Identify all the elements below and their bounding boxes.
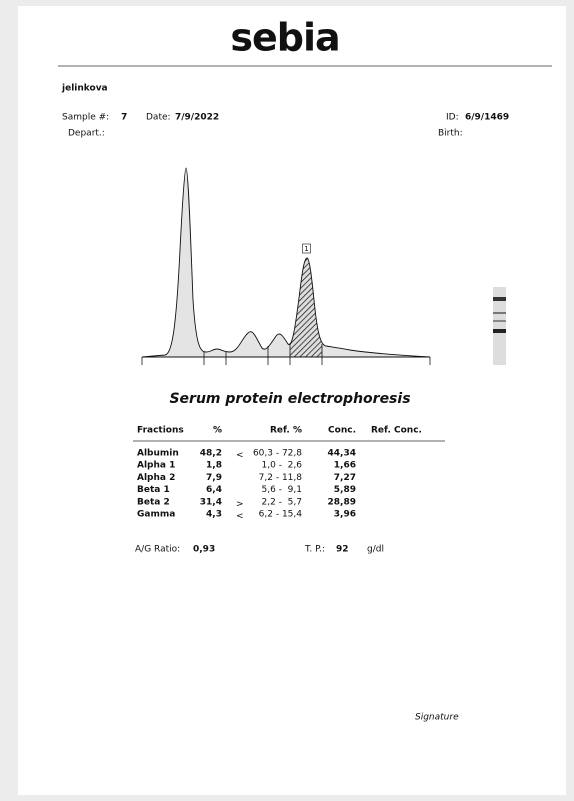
report-page: sebia jelinkova Sample #: 7 Date: 7/9/20… [0,0,574,801]
logo: sebia [230,16,339,60]
percent: 6,4 [206,485,222,495]
concentration: 7,27 [334,473,356,483]
reference: 1,0 - 2,6 [262,461,303,471]
fraction-name: Beta 1 [137,485,170,495]
signature: Signature [415,713,459,723]
reference: 2,2 - 5,7 [262,497,302,507]
fraction-name: Beta 2 [137,497,170,507]
concentration: 3,96 [334,510,356,520]
patient-name: jelinkova [61,84,108,94]
column-header: Fractions [137,426,184,436]
column-header: Ref. Conc. [371,426,422,436]
reference: 7,2 - 11,8 [259,473,303,483]
concentration: 5,89 [334,485,356,495]
column-header: Conc. [328,426,356,436]
reference: 6,2 - 15,4 [259,510,303,520]
column-header: Ref. % [270,426,302,436]
gel-strip [493,287,506,365]
reference: 5,6 - 9,1 [262,485,302,495]
concentration: 1,66 [334,461,356,471]
concentration: 28,89 [328,497,356,507]
percent: 31,4 [200,497,222,507]
ag-label: A/G Ratio: [135,545,180,555]
percent: 7,9 [206,473,222,483]
column-header: % [213,426,222,436]
percent: 48,2 [200,449,222,459]
page: sebia jelinkova Sample #: 7 Date: 7/9/20… [0,0,574,801]
fraction-name: Alpha 1 [137,461,175,471]
tp-value: 92 [336,545,349,555]
concentration: 44,34 [328,449,356,459]
ag-value: 0,93 [193,545,215,555]
fraction-name: Albumin [137,449,179,459]
flag: < [236,512,244,522]
id-label: ID: [446,113,459,123]
fraction-name: Alpha 2 [137,473,175,483]
sample-label: Sample #: [62,113,109,123]
reference: 60,3 - 72,8 [253,449,302,459]
date-value: 7/9/2022 [175,113,219,123]
report-title: Serum protein electrophoresis [169,391,410,407]
sample-value: 7 [121,113,127,123]
percent: 1,8 [206,461,222,471]
flag: > [236,499,244,509]
tp-label: T. P.: [304,545,325,555]
birth-label: Birth: [438,129,463,139]
marker-label: 1 [304,245,308,253]
date-label: Date: [146,113,171,123]
flag: < [236,451,244,461]
tp-unit: g/dl [367,545,384,555]
percent: 4,3 [206,510,222,520]
depart-label: Depart.: [68,129,105,139]
id-value: 6/9/1469 [465,113,509,123]
fraction-name: Gamma [137,510,175,520]
